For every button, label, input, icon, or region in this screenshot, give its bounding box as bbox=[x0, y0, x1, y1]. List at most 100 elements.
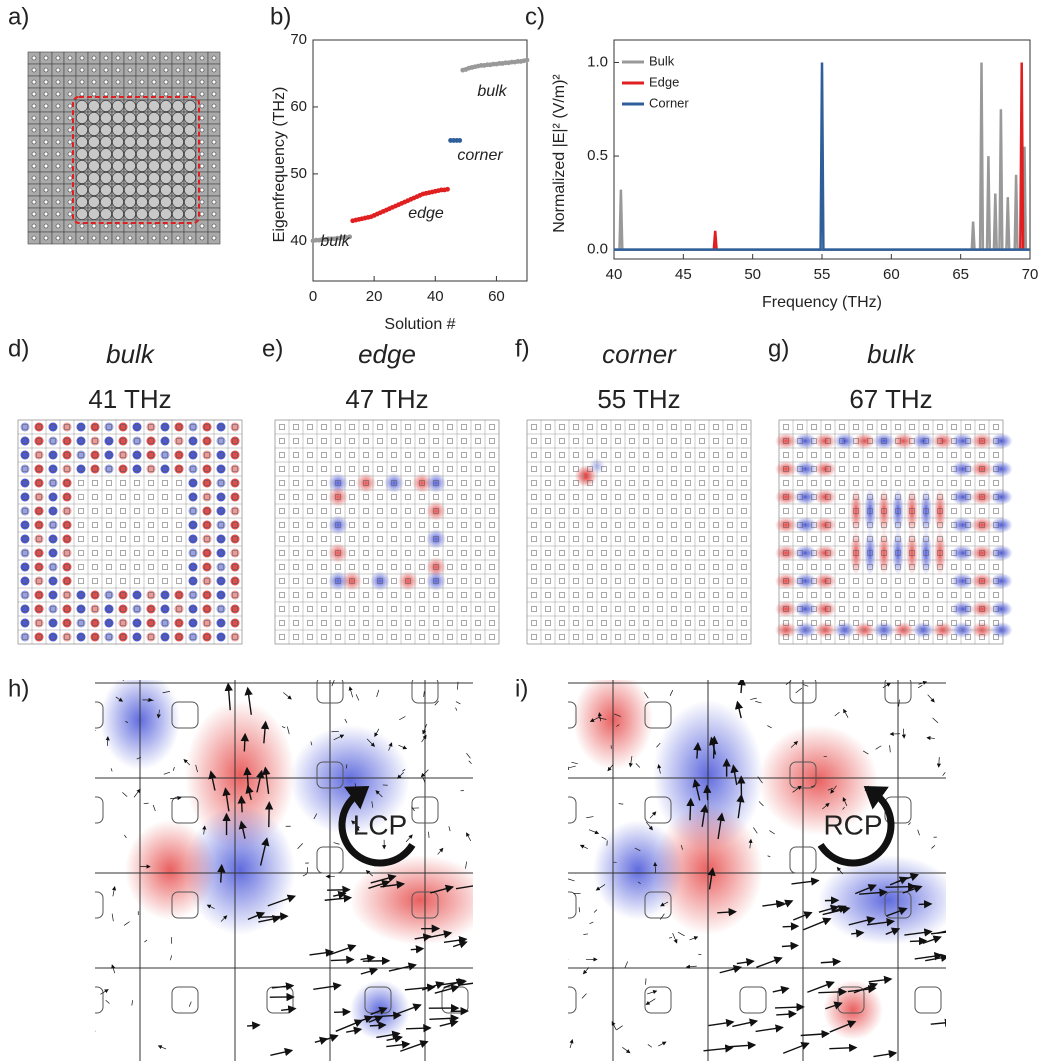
lattice-hole bbox=[811, 578, 817, 584]
lattice-hole bbox=[727, 592, 733, 598]
lattice-hole bbox=[447, 578, 453, 584]
lattice-hole bbox=[923, 606, 929, 612]
field-dot bbox=[62, 450, 72, 460]
lattice-hole bbox=[148, 480, 154, 486]
lattice-hole bbox=[307, 424, 313, 430]
hole bbox=[160, 148, 172, 160]
field-lobe bbox=[951, 433, 974, 449]
vector-field bbox=[95, 680, 473, 1061]
lattice-hole bbox=[106, 480, 112, 486]
lattice-hole bbox=[853, 536, 859, 542]
field-dot bbox=[230, 632, 240, 642]
hole bbox=[67, 175, 73, 181]
lattice-hole bbox=[713, 452, 719, 458]
lattice-hole bbox=[979, 466, 985, 472]
field-dot bbox=[62, 632, 72, 642]
hole bbox=[139, 67, 145, 73]
hole bbox=[43, 103, 49, 109]
spectrum-line bbox=[614, 62, 1030, 251]
field-arrow bbox=[904, 928, 933, 937]
lattice-hole bbox=[741, 634, 747, 640]
field-arrow bbox=[310, 741, 313, 746]
hole bbox=[127, 235, 133, 241]
lattice-hole bbox=[839, 606, 845, 612]
lattice-hole bbox=[895, 550, 901, 556]
field-dot bbox=[230, 506, 240, 516]
field-lobe bbox=[794, 517, 817, 533]
field-arrow bbox=[936, 757, 942, 768]
lattice-hole bbox=[22, 480, 28, 486]
lattice-hole bbox=[783, 438, 789, 444]
hole bbox=[151, 67, 157, 73]
lattice-hole bbox=[218, 480, 224, 486]
lattice-hole bbox=[36, 522, 42, 528]
lattice-hole bbox=[307, 480, 313, 486]
hole bbox=[148, 208, 160, 220]
hole bbox=[76, 196, 88, 208]
lattice-hole bbox=[307, 536, 313, 542]
lattice-hole bbox=[867, 564, 873, 570]
field-arrow bbox=[589, 921, 594, 924]
lattice-hole bbox=[727, 522, 733, 528]
hole bbox=[88, 112, 100, 124]
lattice-hole bbox=[559, 578, 565, 584]
lattice-hole bbox=[148, 508, 154, 514]
lattice-hole bbox=[321, 578, 327, 584]
field-arrow bbox=[256, 769, 265, 793]
lattice-hole bbox=[951, 494, 957, 500]
lattice-hole bbox=[279, 424, 285, 430]
lattice-hole bbox=[204, 578, 210, 584]
lattice-hole bbox=[433, 480, 439, 486]
lattice-hole bbox=[391, 494, 397, 500]
lattice-hole bbox=[881, 564, 887, 570]
field-dot bbox=[132, 632, 142, 642]
hole bbox=[55, 187, 61, 193]
lattice-hole bbox=[741, 564, 747, 570]
field-dot bbox=[202, 562, 212, 572]
hole bbox=[211, 199, 217, 205]
field-arrow bbox=[270, 1047, 294, 1057]
hole bbox=[124, 112, 136, 124]
lattice-hole bbox=[643, 550, 649, 556]
field-arrow bbox=[647, 990, 658, 995]
lattice-hole bbox=[405, 466, 411, 472]
lattice-hole bbox=[545, 592, 551, 598]
field-dot bbox=[20, 534, 30, 544]
field-lobe bbox=[758, 725, 878, 835]
lattice-hole bbox=[293, 634, 299, 640]
lattice-hole bbox=[447, 606, 453, 612]
field-arrow bbox=[351, 820, 360, 829]
field-arrow bbox=[649, 811, 657, 819]
hole bbox=[124, 184, 136, 196]
y-tick-label: 1.0 bbox=[587, 53, 608, 70]
lattice-hole bbox=[148, 634, 154, 640]
hole bbox=[199, 103, 205, 109]
lattice-hole bbox=[475, 620, 481, 626]
lattice-hole bbox=[433, 620, 439, 626]
lattice-hole bbox=[162, 536, 168, 542]
lattice-hole bbox=[531, 620, 537, 626]
hole bbox=[211, 91, 217, 97]
lattice-hole bbox=[699, 592, 705, 598]
lattice-hole bbox=[573, 564, 579, 570]
field-arrow bbox=[240, 732, 249, 752]
lattice-hole bbox=[134, 620, 140, 626]
lattice-hole bbox=[204, 536, 210, 542]
field-arrow bbox=[767, 855, 771, 858]
field-arrow bbox=[843, 708, 849, 718]
field-arrow bbox=[767, 725, 772, 729]
lattice-hole bbox=[741, 550, 747, 556]
lattice-hole bbox=[489, 578, 495, 584]
lattice-hole bbox=[965, 452, 971, 458]
hole bbox=[136, 196, 148, 208]
lattice-hole bbox=[363, 550, 369, 556]
field-dot bbox=[216, 534, 226, 544]
hole bbox=[31, 127, 37, 133]
field-dot bbox=[104, 436, 114, 446]
field-arrow bbox=[578, 907, 580, 913]
lattice-hole bbox=[601, 424, 607, 430]
field-dot bbox=[20, 436, 30, 446]
field-arrow bbox=[333, 734, 345, 741]
lattice-hole bbox=[797, 508, 803, 514]
field-dot bbox=[174, 464, 184, 474]
